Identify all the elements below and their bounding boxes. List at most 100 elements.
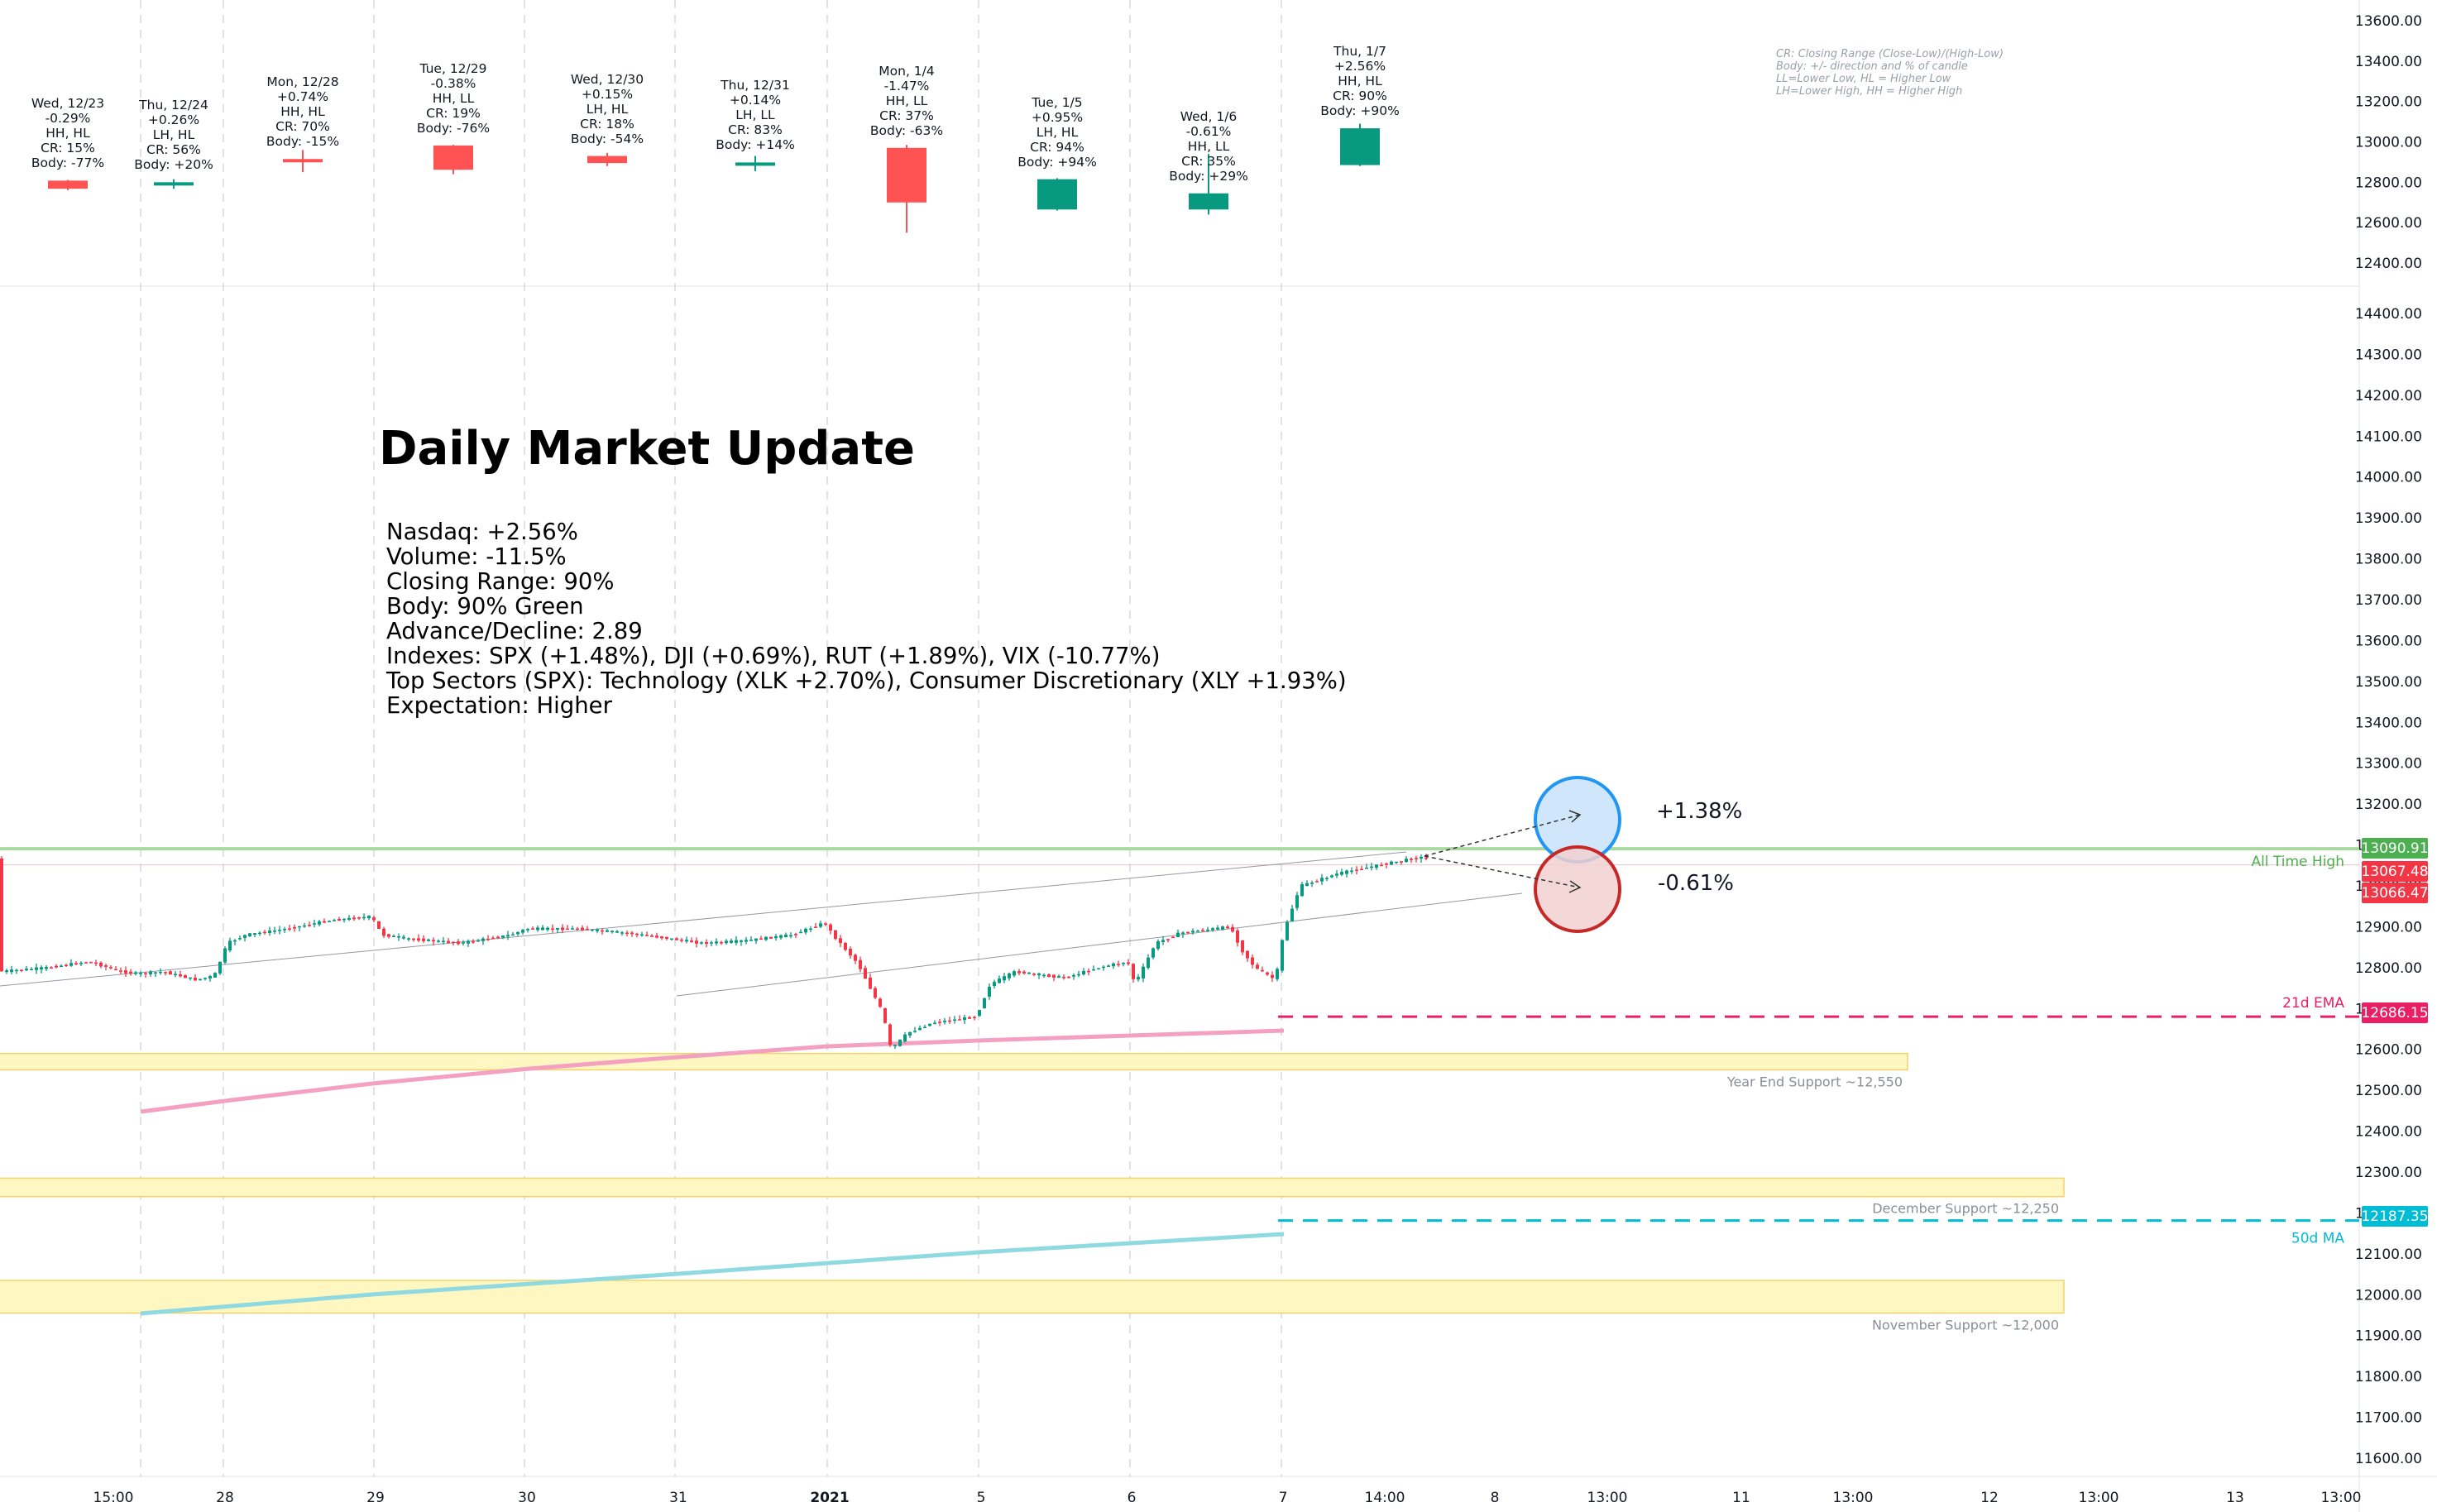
daily-candle-label-line: CR: 94% xyxy=(1030,139,1084,155)
y-tick-label-top: 13600.00 xyxy=(2355,13,2422,30)
intraday-candle-body xyxy=(988,986,991,997)
daily-candle-label-line: Tue, 12/29 xyxy=(419,60,487,76)
intraday-candle-body xyxy=(1171,936,1175,939)
intraday-candle-body xyxy=(963,1017,966,1021)
daily-candle-label-line: Wed, 12/30 xyxy=(570,71,644,87)
intraday-candle-body xyxy=(293,926,296,929)
daily-candle-label-line: CR: 19% xyxy=(426,105,481,121)
intraday-candle-body xyxy=(258,932,261,935)
summary-line: Top Sectors (SPX): Technology (XLK +2.70… xyxy=(386,667,1347,694)
intraday-candle-body xyxy=(1281,940,1284,971)
intraday-candle-body xyxy=(129,971,132,974)
daily-candle-label-line: HH, LL xyxy=(885,93,928,108)
intraday-candle-body xyxy=(591,929,594,931)
intraday-candle-body xyxy=(1191,931,1195,933)
price-label-value: 12686.15 xyxy=(2361,1005,2428,1022)
intraday-candle-body xyxy=(30,969,33,971)
intraday-candle-body xyxy=(754,938,758,941)
daily-candle-label-line: HH, HL xyxy=(45,126,90,141)
intraday-candle-body xyxy=(854,955,857,961)
y-tick-label: 14400.00 xyxy=(2355,306,2422,323)
intraday-candle-body xyxy=(1176,932,1180,937)
daily-candle-label-line: CR: 83% xyxy=(728,122,783,138)
intraday-candle-body xyxy=(20,969,23,971)
intraday-candle-body xyxy=(685,940,688,942)
intraday-candle-body xyxy=(928,1023,931,1026)
legend-note: LH=Lower High, HH = Higher High xyxy=(1776,85,1963,98)
intraday-candle-body xyxy=(938,1022,941,1023)
daily-candle-label-line: Body: +20% xyxy=(134,157,213,173)
intraday-candle-body xyxy=(799,931,802,934)
daily-candle-label-line: CR: 37% xyxy=(879,108,934,123)
y-tick-label-top: 13400.00 xyxy=(2355,54,2422,70)
intraday-candle-body xyxy=(253,933,256,935)
x-tick-label: 14:00 xyxy=(1365,1490,1405,1506)
daily-candle-label-line: +0.26% xyxy=(147,112,200,128)
daily-candle-label-line: Wed, 12/23 xyxy=(31,96,105,112)
intraday-candle-body xyxy=(328,921,331,922)
intraday-candle-body xyxy=(308,925,311,926)
intraday-candle-body xyxy=(1370,866,1373,868)
daily-candle-label-line: Body: -76% xyxy=(416,120,491,136)
intraday-candle-body xyxy=(571,928,574,930)
intraday-candle-body xyxy=(1405,859,1408,863)
intraday-candle-body xyxy=(1320,878,1324,882)
intraday-candle-body xyxy=(1211,928,1214,931)
intraday-candle-body xyxy=(1166,939,1170,940)
intraday-candle-body xyxy=(918,1027,922,1031)
daily-candle-label: Wed, 12/30 +0.15% LH, HL CR: 18% Body: -54% xyxy=(571,72,644,146)
y-tick-label-top: 12600.00 xyxy=(2355,215,2422,232)
ma-50d-curve xyxy=(140,1232,1285,1316)
y-tick-label: 12900.00 xyxy=(2355,919,2422,935)
daily-candle-label-line: Body: +94% xyxy=(1017,154,1097,170)
daily-candle-label-line: -0.61% xyxy=(1185,123,1232,139)
intraday-candle-body xyxy=(784,934,788,938)
intraday-candle-body xyxy=(397,936,400,938)
intraday-candle-body xyxy=(1236,930,1239,943)
intraday-candle-body xyxy=(94,962,98,964)
intraday-candle-body xyxy=(943,1021,946,1022)
intraday-candle-body xyxy=(496,936,500,939)
intraday-candle-body xyxy=(844,942,847,950)
intraday-candle-body xyxy=(159,971,162,974)
daily-candle-body xyxy=(48,180,88,189)
intraday-candle-body xyxy=(1022,971,1026,974)
intraday-candle-body xyxy=(720,941,723,944)
y-tick-label: 11600.00 xyxy=(2355,1451,2422,1467)
intraday-candle-body xyxy=(243,935,247,938)
price-label-value: 13090.91 xyxy=(2361,840,2428,857)
intraday-candle-body xyxy=(467,940,470,944)
intraday-candle-body xyxy=(437,940,440,942)
intraday-candle-body xyxy=(1077,974,1080,976)
summary-line: Expectation: Higher xyxy=(386,692,612,719)
intraday-candle-body xyxy=(725,940,728,944)
intraday-candle-body xyxy=(1420,856,1423,859)
intraday-candle-body xyxy=(859,959,862,969)
intraday-candle-body xyxy=(869,977,872,989)
intraday-candle-body xyxy=(655,935,658,938)
ema-21d-curve xyxy=(140,1028,1285,1114)
legend-note: Body: +/- direction and % of candle xyxy=(1776,60,1968,73)
intraday-candle-body xyxy=(447,940,450,943)
daily-candle-label-line: +0.15% xyxy=(581,86,634,102)
support-zone-label: Year End Support ~12,550 xyxy=(1726,1074,1903,1089)
x-tick-label: 13:00 xyxy=(1833,1490,1874,1506)
daily-candle-label-line: HH, LL xyxy=(432,90,475,106)
y-tick-label: 11800.00 xyxy=(2355,1369,2422,1385)
daily-candle-label: Thu, 1/7 +2.56% HH, HL CR: 90% Body: +90% xyxy=(1320,44,1400,118)
intraday-candles xyxy=(0,854,1428,1050)
y-tick-label: 12500.00 xyxy=(2355,1083,2422,1099)
intraday-candle-body xyxy=(814,926,817,928)
intraday-candle-body xyxy=(958,1019,961,1021)
intraday-candle-body xyxy=(472,940,475,943)
daily-candle-label-line: CR: 18% xyxy=(580,116,634,132)
intraday-candle-body xyxy=(715,941,718,944)
summary-lines: Nasdaq: +2.56% Volume: -11.5% Closing Rang… xyxy=(386,519,1347,718)
intraday-candle-body xyxy=(710,942,713,944)
y-tick-label: 12400.00 xyxy=(2355,1124,2422,1141)
intraday-candle-body xyxy=(1027,972,1031,974)
intraday-candle-body xyxy=(660,936,663,939)
intraday-candle-body xyxy=(238,938,242,940)
daily-candle-label-line: Mon, 12/28 xyxy=(266,74,339,90)
